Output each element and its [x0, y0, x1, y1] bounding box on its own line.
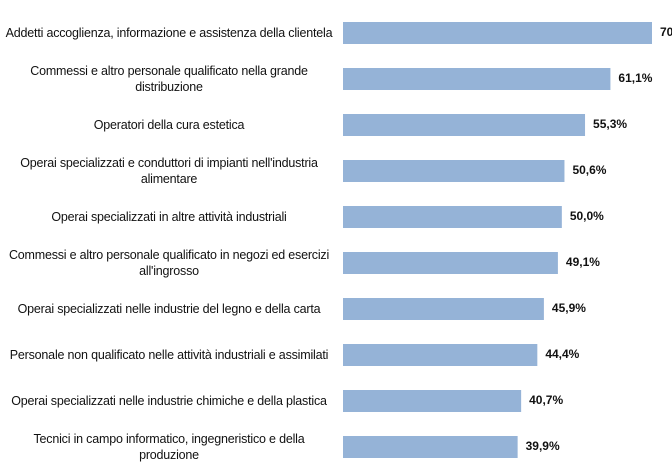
value-label: 61,1% [618, 71, 652, 85]
bar [343, 160, 565, 182]
category-label: Operai specializzati in altre attività i… [51, 210, 287, 224]
category-label: Commessi e altro personale qualificato i… [8, 248, 330, 278]
bar [343, 206, 562, 228]
bar [343, 436, 518, 458]
bar [343, 298, 544, 320]
bar [343, 22, 652, 44]
category-label: Operatori della cura estetica [93, 118, 245, 132]
bar [343, 114, 586, 136]
bar [343, 252, 558, 274]
category-label: Personale non qualificato nelle attività… [9, 348, 329, 362]
category-label: Operai specializzati e conduttori di imp… [20, 156, 318, 186]
value-label: 55,3% [593, 117, 627, 131]
value-label: 50,0% [570, 209, 604, 223]
category-label: Operai specializzati nelle industrie del… [17, 302, 321, 316]
category-label: Operai specializzati nelle industrie chi… [11, 394, 327, 408]
value-label: 45,9% [552, 301, 586, 315]
bar [343, 344, 538, 366]
value-label: 70,6% [660, 25, 672, 39]
value-label: 39,9% [526, 439, 560, 453]
value-label: 50,6% [572, 163, 606, 177]
category-label: Addetti accoglienza, informazione e assi… [5, 26, 333, 40]
category-label: Commessi e altro personale qualificato n… [30, 64, 308, 94]
category-label: Tecnici in campo informatico, ingegneris… [33, 432, 305, 462]
value-label: 44,4% [545, 347, 579, 361]
value-label: 40,7% [529, 393, 563, 407]
bar [343, 390, 522, 412]
value-label: 49,1% [566, 255, 600, 269]
bar [343, 68, 611, 90]
